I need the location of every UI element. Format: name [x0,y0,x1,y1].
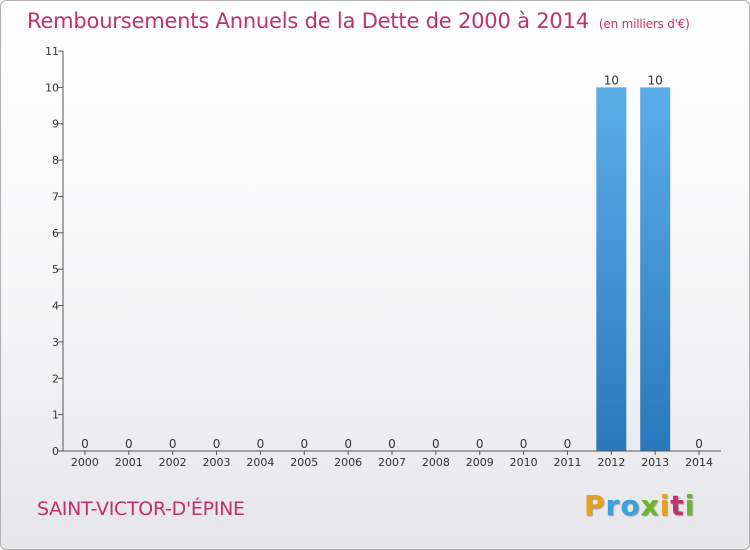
logo-letter: P [584,489,606,522]
x-ticks-group: 2000 2001 2002 2003 2004 2005 2006 2007 2008 2009… [71,451,713,469]
x-tick-label: 2004 [246,456,274,469]
x-tick-label: 2002 [159,456,187,469]
x-tick-label: 2005 [290,456,318,469]
y-tick-label: 8 [52,154,59,167]
data-label-2000: 0 [81,437,89,451]
x-tick-label: 2012 [597,456,625,469]
data-labels-group: 0 0 0 0 0 0 0 0 0 0 0 0 10 10 0 [81,73,703,451]
x-tick-label: 2011 [553,456,581,469]
proxiti-logo: Proxiti [584,489,695,522]
commune-name: SAINT-VICTOR-D'ÉPINE [37,498,245,520]
y-tick-label: 11 [45,45,59,58]
data-label-2001: 0 [125,437,133,451]
bars-group [596,87,671,451]
data-label-2007: 0 [388,437,396,451]
x-tick-label: 2003 [203,456,231,469]
chart-subtitle: (en milliers d'€) [598,17,690,31]
y-tick-label: 7 [52,190,59,203]
y-tick-label: 6 [52,227,59,240]
y-tick-label: 0 [52,445,59,458]
x-tick-label: 2000 [71,456,99,469]
y-tick-label: 5 [52,263,59,276]
bar-2013 [640,87,671,451]
x-tick-label: 2007 [378,456,406,469]
x-tick-label: 2010 [510,456,538,469]
bar-2012 [596,87,627,451]
data-label-2012: 10 [604,73,619,87]
x-tick-label: 2006 [334,456,362,469]
data-label-2005: 0 [300,437,308,451]
data-label-2013: 10 [648,73,663,87]
y-tick-label: 10 [45,81,59,94]
y-tick-label: 9 [52,118,59,131]
data-label-2011: 0 [564,437,572,451]
logo-letter: x [640,489,660,522]
chart-title: Remboursements Annuels de la Dette de 20… [27,9,690,33]
data-label-2014: 0 [695,437,703,451]
data-label-2009: 0 [476,437,484,451]
y-tick-label: 4 [52,300,59,313]
x-tick-label: 2009 [466,456,494,469]
logo-letter: i [659,489,671,522]
logo-letter: t [670,489,685,522]
x-tick-label: 2013 [641,456,669,469]
y-tick-label: 1 [52,409,59,422]
logo-letter: r [605,489,621,522]
data-label-2003: 0 [213,437,221,451]
y-tick-label: 2 [52,372,59,385]
x-tick-label: 2008 [422,456,450,469]
y-tick-label: 3 [52,336,59,349]
chart-title-text: Remboursements Annuels de la Dette de 20… [27,9,589,33]
data-label-2006: 0 [344,437,352,451]
x-tick-label: 2001 [115,456,143,469]
logo-letter: i [684,489,696,522]
data-label-2004: 0 [257,437,265,451]
data-label-2008: 0 [432,437,440,451]
data-label-2010: 0 [520,437,528,451]
data-label-2002: 0 [169,437,177,451]
logo-letter: o [620,489,641,522]
x-tick-label: 2014 [685,456,713,469]
y-ticks-group: 0 1 2 3 4 5 6 7 8 9 10 11 [45,45,63,458]
